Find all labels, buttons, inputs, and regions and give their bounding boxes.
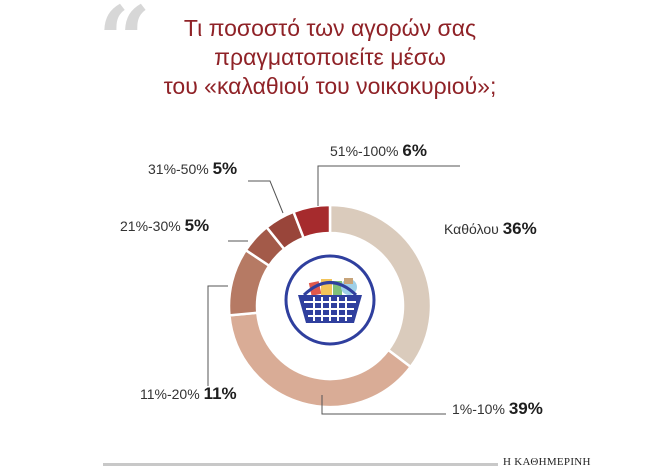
- slice-label-text: Καθόλου: [444, 221, 503, 237]
- slice-label: 21%-30% 5%: [120, 216, 209, 235]
- footer-divider: [103, 463, 498, 466]
- donut-slice: [291, 203, 332, 240]
- slice-label: 31%-50% 5%: [148, 159, 237, 178]
- slice-label: 51%-100% 6%: [330, 141, 427, 160]
- quote-mark-icon: “: [98, 0, 151, 94]
- slice-labels: Καθόλου 36% 1%-10% 39% 11%-20% 11% 21%-30% …: [120, 141, 543, 418]
- leader-line: [248, 180, 284, 214]
- slice-value: 6%: [402, 141, 427, 160]
- leader-line: [317, 165, 460, 206]
- title-line-2: πραγματοποιείτε μέσω: [214, 44, 446, 70]
- slice-label-text: 21%-30%: [120, 218, 185, 234]
- slice-value: 5%: [185, 216, 210, 235]
- donut-slices: [227, 203, 433, 409]
- slice-label-text: 51%-100%: [330, 143, 402, 159]
- slice-label-text: 11%-20%: [140, 386, 204, 402]
- brand-logo: Η ΚΑΘΗΜΕΡΙΝΗ: [503, 456, 591, 468]
- slice-value: 36%: [503, 219, 537, 238]
- shopping-basket-icon: [284, 254, 376, 346]
- leader-line: [207, 285, 228, 386]
- slice-label-text: 31%-50%: [148, 161, 213, 177]
- leader-line: [321, 395, 446, 415]
- leader-lines: [207, 165, 460, 415]
- slice-label-text: 1%-10%: [452, 401, 509, 417]
- slice-value: 5%: [213, 159, 238, 178]
- title-line-3: του «καλαθιού του νοικοκυριού»;: [163, 73, 497, 99]
- slice-label: 1%-10% 39%: [452, 399, 543, 418]
- title-line-1: Τι ποσοστό των αγορών σας: [183, 15, 477, 41]
- slice-value: 11%: [204, 384, 237, 403]
- slice-value: 39%: [509, 399, 543, 418]
- slice-label: Καθόλου 36%: [444, 219, 537, 238]
- chart-title: Τι ποσοστό των αγορών σας πραγματοποιείτ…: [0, 14, 660, 101]
- slice-label: 11%-20% 11%: [140, 384, 237, 403]
